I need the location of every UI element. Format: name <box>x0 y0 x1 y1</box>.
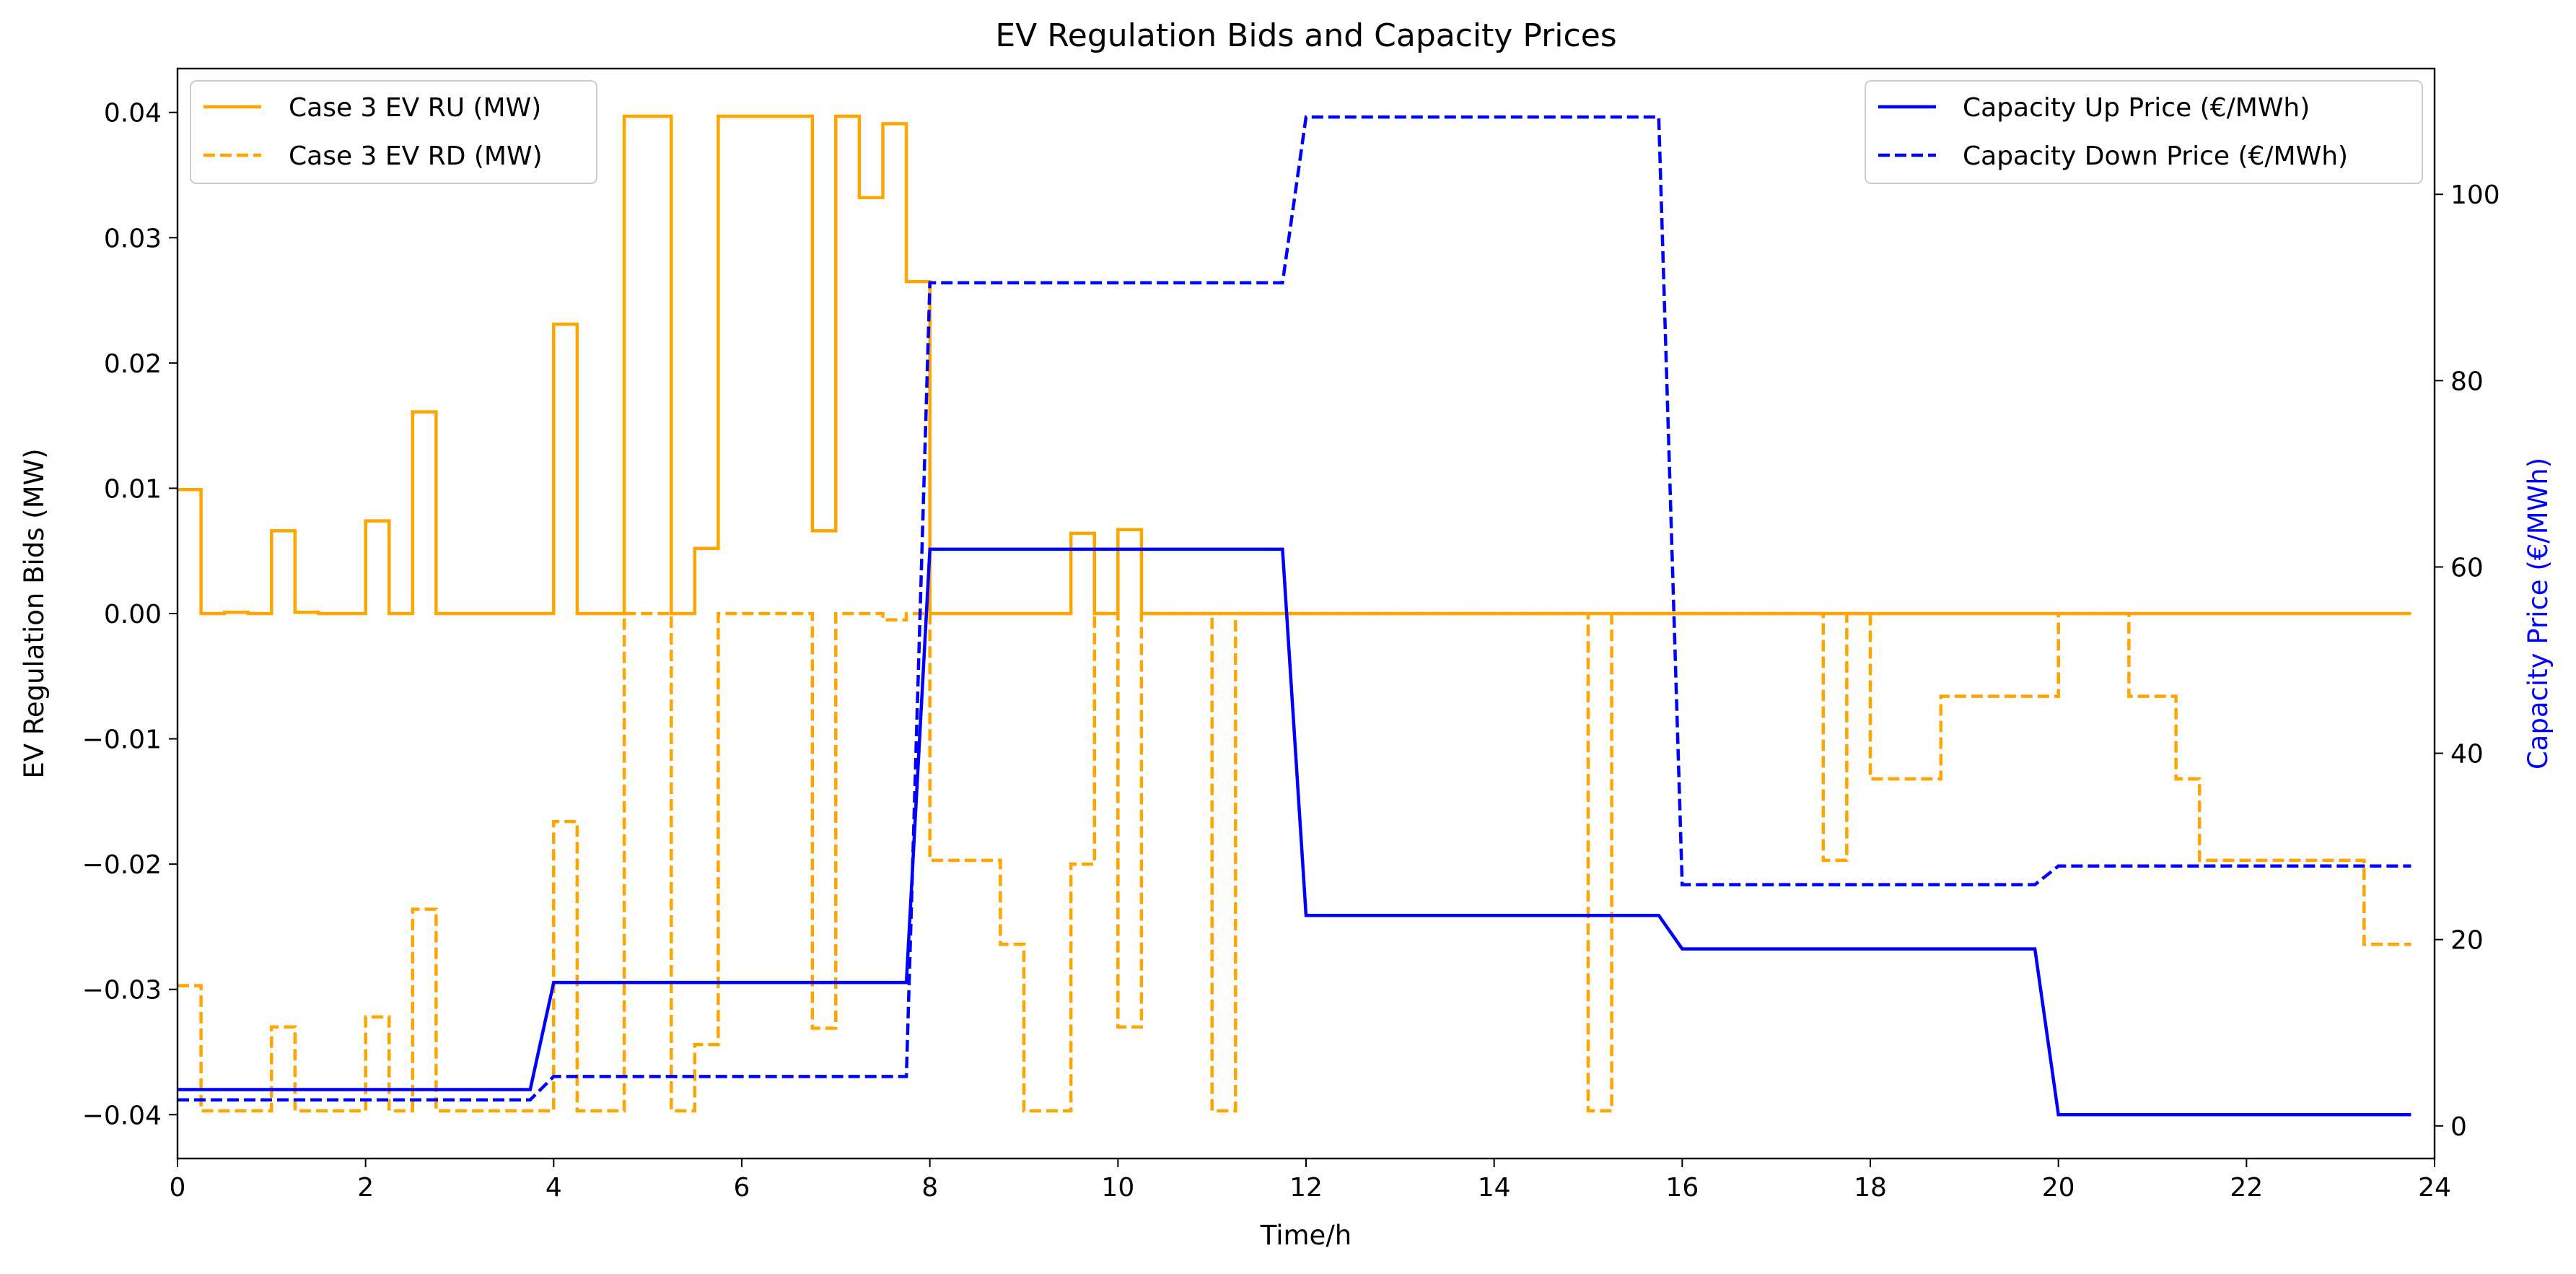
legend-label-ev-ru: Case 3 EV RU (MW) <box>289 93 541 123</box>
left-y-axis-ticks: 0.04 0.03 0.02 0.01 0.00 −0.01 −0.02 −0.03 −0.04 <box>82 99 178 1130</box>
right-y-tick-label: 60 <box>2450 553 2484 583</box>
capacity-up-price-line <box>178 547 2411 1117</box>
legend-left-box <box>190 80 597 184</box>
ev-rd-line <box>178 611 2411 1113</box>
x-tick-label: 10 <box>1101 1173 1134 1203</box>
right-y-axis-label: Capacity Price (€/MWh) <box>2523 458 2554 769</box>
left-y-axis-label: EV Regulation Bids (MW) <box>19 448 50 778</box>
right-y-tick-label: 40 <box>2450 740 2484 769</box>
x-axis-ticks: 0 2 4 6 8 10 12 14 16 18 20 22 24 <box>170 1159 2451 1203</box>
right-y-tick-label: 100 <box>2450 180 2500 210</box>
left-y-tick-label: 0.01 <box>104 474 162 504</box>
left-y-tick-label: 0.02 <box>104 349 162 379</box>
right-y-tick-label: 0 <box>2450 1112 2467 1142</box>
x-tick-label: 16 <box>1665 1173 1699 1203</box>
right-y-tick-label: 80 <box>2450 367 2484 396</box>
legend-left: Case 3 EV RU (MW) Case 3 EV RD (MW) <box>190 80 597 184</box>
x-tick-label: 22 <box>2230 1173 2263 1203</box>
x-tick-label: 12 <box>1289 1173 1323 1203</box>
chart-title: EV Regulation Bids and Capacity Prices <box>995 17 1616 54</box>
left-y-tick-label: −0.01 <box>82 725 162 755</box>
x-tick-label: 18 <box>1854 1173 1887 1203</box>
x-tick-label: 8 <box>921 1173 938 1203</box>
ev-ru-line <box>178 114 2411 616</box>
x-tick-label: 0 <box>170 1173 186 1203</box>
left-y-tick-label: 0.03 <box>104 224 162 253</box>
capacity-down-price-line <box>178 115 2411 1101</box>
legend-label-cap-down: Capacity Down Price (€/MWh) <box>1963 141 2348 171</box>
right-y-tick-label: 20 <box>2450 926 2484 956</box>
left-y-tick-label: −0.03 <box>82 976 162 1005</box>
x-axis-label: Time/h <box>1260 1220 1351 1251</box>
right-y-axis-ticks: 0 20 40 60 80 100 <box>2435 180 2500 1142</box>
left-y-tick-label: −0.04 <box>82 1101 162 1130</box>
plot-lines <box>178 114 2411 1117</box>
left-y-tick-label: 0.04 <box>104 99 162 128</box>
left-y-tick-label: 0.00 <box>104 600 162 629</box>
x-tick-label: 24 <box>2418 1173 2451 1203</box>
legend-right-box <box>1865 80 2423 184</box>
legend-right: Capacity Up Price (€/MWh) Capacity Down … <box>1865 80 2423 184</box>
left-y-tick-label: −0.02 <box>82 850 162 880</box>
legend-label-cap-up: Capacity Up Price (€/MWh) <box>1963 93 2310 123</box>
x-tick-label: 20 <box>2042 1173 2075 1203</box>
legend-label-ev-rd: Case 3 EV RD (MW) <box>289 141 543 171</box>
x-tick-label: 4 <box>546 1173 562 1203</box>
x-tick-label: 14 <box>1478 1173 1511 1203</box>
x-tick-label: 2 <box>357 1173 374 1203</box>
x-tick-label: 6 <box>734 1173 750 1203</box>
